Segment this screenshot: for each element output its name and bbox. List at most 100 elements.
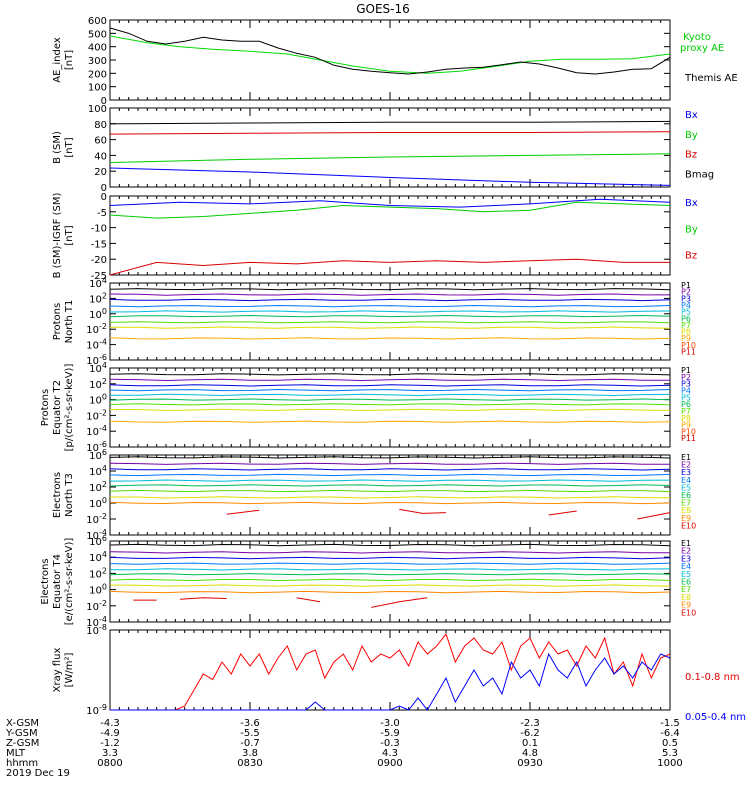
channel-line: [109, 288, 671, 291]
y-axis-label: Protons: [40, 389, 51, 426]
time-axis-value: -2.3: [520, 718, 540, 729]
time-axis-row-name: hhmm: [6, 758, 38, 769]
time-axis-value: 3.8: [242, 748, 258, 759]
time-axis-value: -1.2: [100, 738, 120, 749]
series-line: [109, 120, 671, 125]
channel-line: [109, 293, 670, 296]
y-axis-label: Equator T2: [52, 380, 63, 435]
y-tick-label: 10-2: [86, 322, 107, 336]
y-axis-label: Electrons: [40, 558, 51, 604]
series-line: [109, 258, 670, 276]
y-tick-label: 500: [88, 29, 107, 40]
channel-line: [109, 468, 671, 471]
y-tick-label: 40: [94, 151, 107, 162]
series-line: [109, 198, 671, 208]
channel-label: E7: [681, 585, 691, 594]
y-axis-label: B (SM)-IGRF (SM): [52, 193, 63, 279]
channel-label: P5: [681, 308, 691, 317]
y-tick-label: 102: [89, 291, 107, 305]
y-axis-label: B (SM): [52, 131, 63, 164]
channel-label: P11: [681, 434, 696, 443]
channel-line: [109, 456, 671, 459]
series-line: [109, 153, 671, 163]
y-tick-label: 10-6: [86, 353, 107, 367]
channel-label: E2: [681, 547, 691, 556]
panel-frame: [109, 454, 671, 536]
series-line: [110, 652, 671, 711]
channel-fragment: [637, 512, 671, 520]
time-axis-row-name: Z-GSM: [6, 738, 39, 749]
time-axis-value: 0900: [377, 758, 402, 769]
y-tick-label: 10-4: [86, 424, 107, 438]
channel-label: E8: [681, 506, 691, 515]
time-axis-value: -3.6: [240, 718, 260, 729]
channel-label: E1: [681, 539, 691, 548]
channel-fragment: [371, 597, 428, 608]
legend-label: 0.1-0.8 nm: [685, 672, 740, 683]
channel-fragment: [548, 510, 577, 516]
legend-label: Bz: [685, 150, 697, 161]
y-axis-label: [p/(cm²-s-sr-keV)]: [64, 364, 75, 452]
channel-label: E10: [681, 521, 696, 530]
channel-line: [109, 321, 671, 324]
series-line: [109, 35, 671, 74]
channel-label: E3: [681, 468, 691, 477]
channel-label: E10: [681, 608, 696, 617]
y-tick-label: 0: [101, 96, 107, 107]
channel-label: E4: [681, 562, 691, 571]
channel-line: [109, 398, 671, 401]
time-axis-value: 0830: [237, 758, 262, 769]
time-axis-value: 0.5: [662, 738, 678, 749]
channel-line: [109, 484, 671, 487]
y-tick-label: 100: [89, 393, 107, 407]
channel-line: [109, 304, 671, 308]
channel-label: E6: [681, 491, 691, 500]
time-axis-value: 4.3: [382, 748, 398, 759]
panel-ee: 10-4 10-2 100 102 104 106 Electrons Equator T4[…: [40, 534, 696, 629]
y-tick-label: 104: [89, 361, 107, 375]
y-tick-label: 102: [89, 480, 107, 494]
series-line: [110, 632, 671, 711]
channel-line: [109, 298, 671, 302]
y-tick-label: 100: [89, 496, 107, 510]
y-tick-label: 400: [88, 43, 107, 54]
y-axis-label: Equator T4: [52, 554, 63, 609]
channel-line: [110, 408, 671, 412]
y-axis-label: [nT]: [64, 225, 75, 245]
y-tick-label: 100: [89, 307, 107, 321]
y-tick-label: 106: [89, 534, 107, 548]
legend-label: Bx: [685, 198, 698, 209]
panel-b: 0 20 40 60 80 100 B (SM) [nT] Bx By Bz Bmag: [52, 104, 714, 194]
channel-line: [109, 543, 671, 547]
time-axis-value: 1000: [657, 758, 682, 769]
time-axis-value: -5.5: [240, 728, 260, 739]
y-tick-label: 10-2: [86, 512, 107, 526]
channel-line: [109, 501, 671, 505]
channel-label: E6: [681, 577, 691, 586]
y-tick-label: -10: [91, 224, 107, 235]
channel-label: P9: [681, 421, 691, 430]
time-axis-value: 5.3: [662, 748, 678, 759]
channel-label: P7: [681, 407, 691, 416]
series-line: [109, 27, 671, 75]
time-axis-value: -4.3: [100, 718, 120, 729]
channel-label: P11: [681, 348, 696, 357]
channel-label: E1: [681, 453, 691, 462]
legend-label: Bz: [685, 251, 697, 262]
y-tick-label: 100: [89, 583, 107, 597]
y-tick-label: 0: [101, 192, 107, 203]
y-tick-label: 600: [88, 16, 107, 27]
y-tick-label: 10-2: [86, 599, 107, 613]
channel-label: P2: [681, 288, 691, 297]
time-axis-row-name: MLT: [6, 748, 26, 759]
channel-line: [109, 473, 671, 477]
channel-line: [109, 384, 671, 387]
channel-label: P3: [681, 380, 691, 389]
panel-frame: [109, 107, 671, 188]
channel-label: E5: [681, 483, 691, 492]
channel-label: P3: [681, 294, 691, 303]
channel-line: [110, 496, 671, 499]
y-tick-label: 104: [89, 550, 107, 564]
channel-line: [109, 403, 671, 406]
